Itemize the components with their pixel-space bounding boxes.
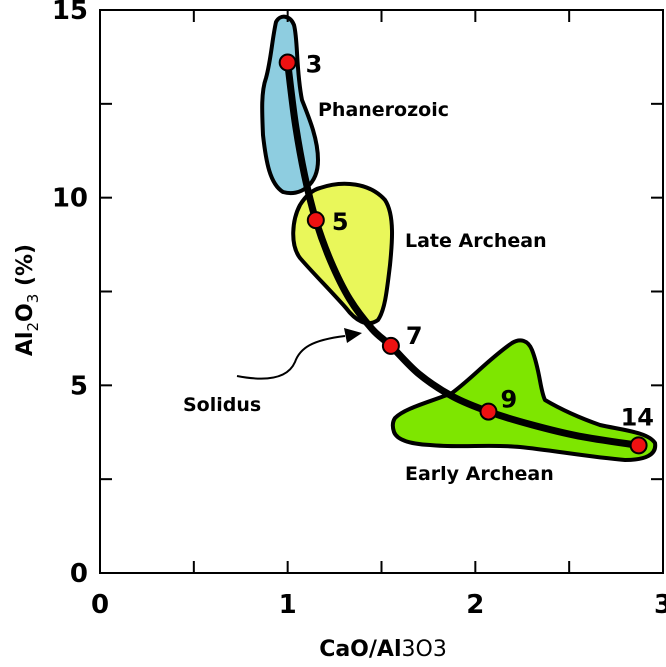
x-tick-label: 0 bbox=[91, 590, 109, 620]
point-label: 7 bbox=[406, 322, 423, 350]
point-label: 5 bbox=[332, 208, 349, 236]
solidus-curve bbox=[284, 59, 643, 449]
data-point bbox=[629, 436, 648, 455]
data-point bbox=[479, 402, 498, 421]
data-point bbox=[278, 53, 297, 72]
y-tick-label: 0 bbox=[70, 559, 88, 589]
region-early-archean bbox=[390, 338, 658, 462]
y-tick-label: 10 bbox=[52, 184, 88, 214]
x-tick-label: 1 bbox=[279, 590, 297, 620]
y-tick-label: 5 bbox=[70, 371, 88, 401]
solidus-arrow bbox=[236, 335, 346, 380]
point-label: 14 bbox=[621, 403, 654, 431]
data-point bbox=[306, 211, 325, 230]
x-axis-title: CaO/Al3O3 bbox=[319, 637, 447, 662]
point-label: 3 bbox=[306, 51, 323, 79]
region-label-late-archean: Late Archean bbox=[405, 230, 547, 252]
region-label-early-archean: Early Archean bbox=[405, 463, 554, 485]
x-tick-label: 2 bbox=[466, 590, 484, 620]
point-label: 9 bbox=[500, 386, 517, 414]
solidus-arrowhead bbox=[344, 328, 362, 343]
x-tick-label: 3 bbox=[654, 590, 666, 620]
solidus-label: Solidus bbox=[183, 394, 261, 416]
axis-ticks bbox=[99, 9, 664, 574]
data-point bbox=[381, 336, 400, 355]
region-label-phanerozoic: Phanerozoic bbox=[318, 99, 449, 121]
y-tick-label: 15 bbox=[52, 0, 88, 26]
y-axis-title: Al2O3 (%) bbox=[13, 244, 42, 356]
data-points: 3 5 7 9 14 bbox=[278, 51, 654, 455]
axis-tick-labels: 0 1 2 3 0 5 10 15 bbox=[52, 0, 666, 620]
